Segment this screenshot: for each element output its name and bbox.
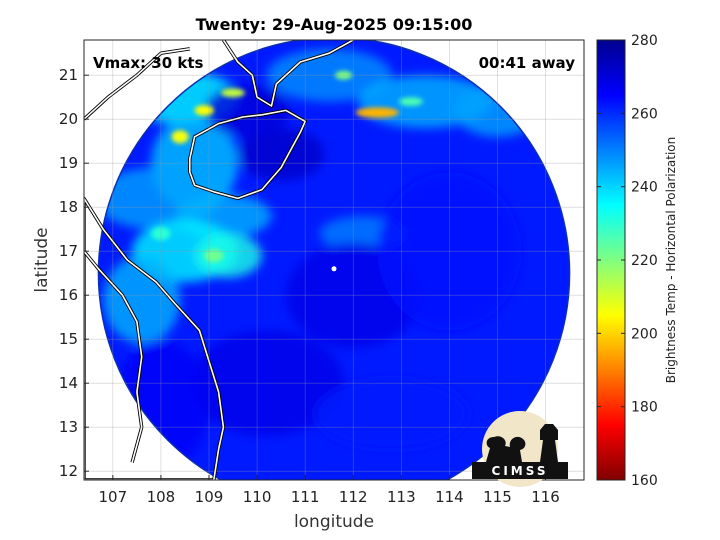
- grid-lines: [84, 40, 584, 480]
- y-tick-label: 15: [59, 330, 78, 348]
- brightness-hotspot: [398, 97, 423, 106]
- x-tick-label: 108: [147, 488, 176, 506]
- y-tick-label: 12: [59, 462, 78, 480]
- x-tick-label: 116: [531, 488, 560, 506]
- brightness-cell: [194, 233, 262, 278]
- colorbar-gradient: [596, 39, 626, 481]
- coast-hainan: [189, 109, 306, 200]
- x-tick-label: 112: [339, 488, 368, 506]
- brightness-hotspot: [171, 130, 189, 144]
- colorbar-tick-label: 180: [631, 400, 658, 416]
- chart-title: Twenty: 29-Aug-2025 09:15:00: [196, 15, 473, 34]
- colorbar-tick-label: 200: [631, 326, 658, 342]
- logo-water-tower: [540, 424, 558, 462]
- y-axis-label: latitude: [32, 227, 52, 292]
- x-tick-label: 114: [435, 488, 464, 506]
- x-tick-label: 109: [195, 488, 224, 506]
- brightness-cell: [103, 255, 181, 344]
- plot-frame: [83, 39, 585, 481]
- x-axis: 107 108 109 110 111 112 113 114 115 116: [99, 475, 560, 506]
- x-tick-label: 113: [387, 488, 416, 506]
- x-tick-label: 115: [483, 488, 512, 506]
- y-tick-label: 21: [59, 66, 78, 84]
- brightness-cell: [314, 378, 469, 450]
- colorbar-tick-label: 160: [631, 473, 658, 489]
- x-tick-label: 107: [99, 488, 128, 506]
- brightness-cell: [237, 127, 325, 181]
- y-axis: 12 13 14 15 16 17 18 19 20 21: [59, 66, 89, 480]
- colorbar-tick-label: 280: [631, 33, 658, 49]
- logo-silhouette: [486, 436, 526, 462]
- brightness-hotspot: [355, 107, 399, 118]
- y-tick-label: 17: [59, 242, 78, 260]
- y-tick-label: 18: [59, 198, 78, 216]
- time-offset-annotation: 00:41 away: [479, 54, 576, 72]
- colorbar-tick-label: 260: [631, 106, 658, 122]
- colorbar: 160 180 200 220 240 260 280 Brightness Temp - …: [596, 33, 678, 489]
- logo-banner: [472, 462, 568, 479]
- swath-edge: [97, 40, 571, 480]
- brightness-hotspot: [221, 88, 246, 98]
- coast-leizhou: [222, 40, 354, 107]
- storm-center-marker: [331, 266, 337, 272]
- y-tick-label: 14: [59, 374, 78, 392]
- colorbar-label: Brightness Temp - Horizontal Polarizatio…: [664, 137, 678, 384]
- logo-text: CIMSS: [492, 464, 549, 478]
- cimss-logo: CIMSS: [472, 411, 568, 487]
- y-tick-label: 20: [59, 110, 78, 128]
- y-tick-label: 19: [59, 154, 78, 172]
- y-tick-label: 13: [59, 418, 78, 436]
- y-tick-label: 16: [59, 286, 78, 304]
- vmax-annotation: Vmax: 30 kts: [93, 54, 203, 72]
- colorbar-tick-label: 220: [631, 253, 658, 269]
- colorbar-tick-label: 240: [631, 180, 658, 196]
- x-tick-label: 110: [243, 488, 272, 506]
- brightness-cell: [204, 84, 291, 137]
- swath-layer: [97, 40, 571, 480]
- x-axis-label: longitude: [294, 512, 374, 532]
- x-tick-label: 111: [291, 488, 320, 506]
- brightness-hotspot: [194, 105, 214, 116]
